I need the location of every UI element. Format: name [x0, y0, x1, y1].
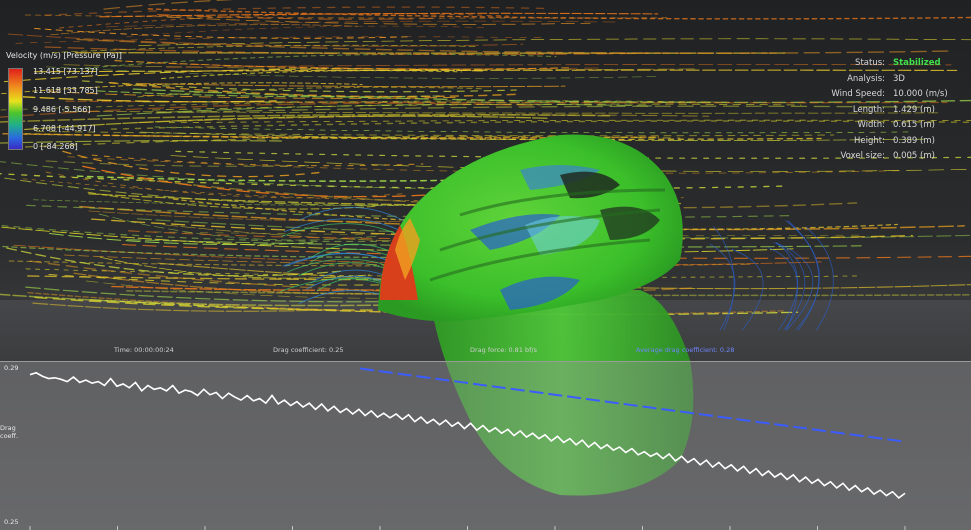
status-label: Voxel size:: [840, 151, 885, 161]
drag-force-readout: Drag force: 0.81 bf/s: [470, 346, 538, 354]
y-axis-label-line2: coeff.: [0, 432, 19, 440]
status-row: Analysis: 3D: [725, 72, 965, 88]
series-current-line: [29, 371, 906, 499]
y-axis-label-line1: Drag: [0, 424, 16, 432]
status-row: Length: 1.429 (m): [725, 103, 965, 119]
y-bottom-label: 0.25: [4, 518, 19, 526]
head-model: [430, 290, 694, 496]
status-value: 0.389 (m): [893, 135, 935, 146]
average-drag-readout: Average drag coefficient: 0.28: [636, 346, 735, 354]
legend-title: Velocity (m/s) [Pressure (Pa)]: [6, 51, 122, 60]
drag-coefficient-readout: Drag coefficient: 0.25: [273, 346, 344, 354]
status-label: Length:: [852, 104, 885, 115]
legend-tick: 6.708 [-44.917]: [33, 124, 96, 133]
status-row: Wind Speed: 10.000 (m/s): [725, 87, 965, 103]
status-label: Width:: [857, 120, 885, 130]
status-panel: Status: Stabilized Analysis: 3D Wind Speed…: [725, 56, 965, 165]
status-label: Height:: [854, 135, 885, 146]
status-row: Voxel size: 0.005 (m): [725, 149, 965, 165]
legend-tick: 11.618 [33.785]: [33, 86, 98, 95]
status-label: Wind Speed:: [831, 89, 885, 99]
status-value: 0.005 (m): [893, 151, 935, 161]
legend-tick: 9.486 [-5.566]: [33, 105, 91, 114]
status-value: 1.429 (m): [893, 104, 935, 115]
time-readout: Time: 00:00:00:24: [114, 346, 174, 354]
legend-color-bar: [8, 68, 23, 150]
status-row: Height: 0.389 (m): [725, 134, 965, 150]
status-value: Stabilized: [893, 58, 941, 68]
x-ticks: [29, 526, 906, 530]
status-value: 10.000 (m/s): [893, 89, 948, 99]
series-average-line: [359, 367, 906, 443]
legend-tick: 0 [-84.268]: [33, 142, 78, 151]
status-value: 0.615 (m): [893, 120, 935, 130]
status-row: Width: 0.615 (m): [725, 118, 965, 134]
status-row: Status: Stabilized: [725, 56, 965, 72]
y-top-label: 0.29: [4, 364, 19, 372]
drag-coefficient-chart: [29, 367, 906, 530]
status-label: Status:: [855, 58, 885, 68]
status-value: 3D: [893, 73, 905, 84]
legend-tick: 13.415 [73.137]: [33, 67, 98, 76]
status-label: Analysis:: [847, 73, 885, 84]
helmet-model: [378, 134, 683, 322]
velocity-legend: Velocity (m/s) [Pressure (Pa)] 13.415 [7…: [6, 51, 156, 151]
